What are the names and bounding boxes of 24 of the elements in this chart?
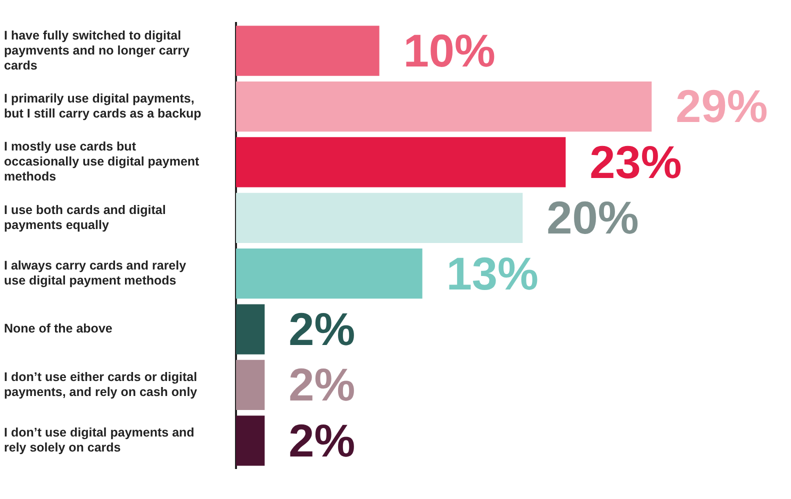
- bar: [236, 416, 265, 466]
- y-tick-label: I always carry cards and rarely use digital payment methods: [4, 258, 186, 288]
- bar: [236, 137, 566, 188]
- y-tick-label: I don’t use digital payments and rely solely on cards: [4, 426, 194, 455]
- data-label: 13%: [446, 247, 538, 300]
- y-tick-label: I have fully switched to digital paymvents and no longer carry cards: [4, 28, 190, 72]
- data-label: 10%: [403, 24, 496, 77]
- data-label: 20%: [546, 192, 639, 244]
- bar: [236, 26, 380, 76]
- data-label: 29%: [676, 80, 768, 132]
- bar: [236, 192, 523, 243]
- bar: [236, 304, 265, 354]
- y-tick-label: I don’t use either cards or digital payments, and rely on cash only: [4, 370, 198, 399]
- data-label: 23%: [590, 136, 682, 188]
- y-tick-label: I mostly use cards but occasionally use digital payment methods: [4, 140, 200, 184]
- bar: [236, 360, 265, 410]
- data-label: 2%: [288, 358, 356, 411]
- data-label: 2%: [288, 302, 356, 355]
- y-tick-label: None of the above: [4, 322, 112, 336]
- bar: [236, 248, 422, 299]
- data-label: 2%: [288, 414, 356, 466]
- y-tick-label: I primarily use digital payments, but I still carry cards as a backup: [4, 91, 202, 120]
- bar: [236, 81, 652, 132]
- y-tick-label: I use both cards and digital payments equally: [4, 202, 166, 232]
